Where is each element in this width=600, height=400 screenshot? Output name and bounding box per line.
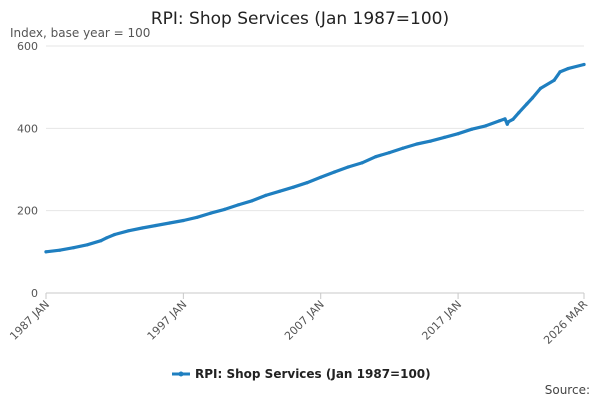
data-point [442,135,446,139]
data-point [503,117,507,121]
data-point [558,70,562,74]
data-point [530,96,535,100]
data-point [305,181,309,185]
data-point [126,229,130,233]
x-tick-label: 2007 JAN [282,298,327,343]
data-point [511,117,515,121]
data-point [470,127,474,131]
data-point [538,86,543,90]
legend[interactable]: RPI: Shop Services (Jan 1987=100) [172,367,431,381]
x-tick-label: 1997 JAN [145,298,190,343]
data-point [497,119,501,123]
data-point [195,215,199,219]
data-point [105,236,109,240]
chart-title: RPI: Shop Services (Jan 1987=100) [151,9,449,29]
data-point [291,185,295,189]
data-point [209,211,213,215]
data-point [387,151,391,155]
data-point [415,142,419,146]
data-point [250,199,254,203]
data-point [484,124,488,128]
axes: 0 200 400 600 1987 JAN 1997 JAN 2007 JAN 2017 J… [7,40,590,347]
data-point [401,146,405,150]
data-point [113,232,117,237]
legend-marker [178,371,184,377]
data-point [99,239,103,243]
y-tick-label: 200 [17,205,38,218]
y-tick-label: 0 [31,287,38,300]
data-point [71,246,76,250]
data-point [332,170,337,174]
data-points [44,62,586,254]
x-tick-label: 2017 JAN [419,298,464,343]
data-point [506,120,511,124]
legend-label: RPI: Shop Services (Jan 1987=100) [195,367,431,381]
data-point [264,193,268,197]
data-point [566,67,570,71]
data-point [346,165,350,169]
data-point [552,78,556,82]
y-tick-label: 600 [17,40,38,53]
gridlines [46,45,584,212]
data-point [58,248,62,252]
series-layer [44,62,586,254]
data-point [277,189,282,193]
data-point [525,102,529,106]
x-tick-label: 1987 JAN [7,298,52,343]
data-point [456,132,460,136]
y-axis-label: Index, base year = 100 [10,26,150,40]
y-tick-label: 400 [17,122,38,135]
data-point [223,207,227,211]
data-point [85,243,89,247]
data-point [140,226,144,230]
data-point [429,139,433,143]
data-point [168,221,172,225]
data-point [517,111,521,115]
data-point [582,62,586,67]
data-point [181,218,185,223]
data-point [44,250,48,254]
data-point [154,223,158,228]
data-point [236,203,240,207]
data-point [374,155,378,159]
data-point [319,175,323,179]
data-point [360,161,364,165]
x-tick-label: 2026 MAR [541,298,590,347]
data-point [505,122,509,126]
series-line [44,62,586,254]
source-label: Source: [545,383,590,397]
